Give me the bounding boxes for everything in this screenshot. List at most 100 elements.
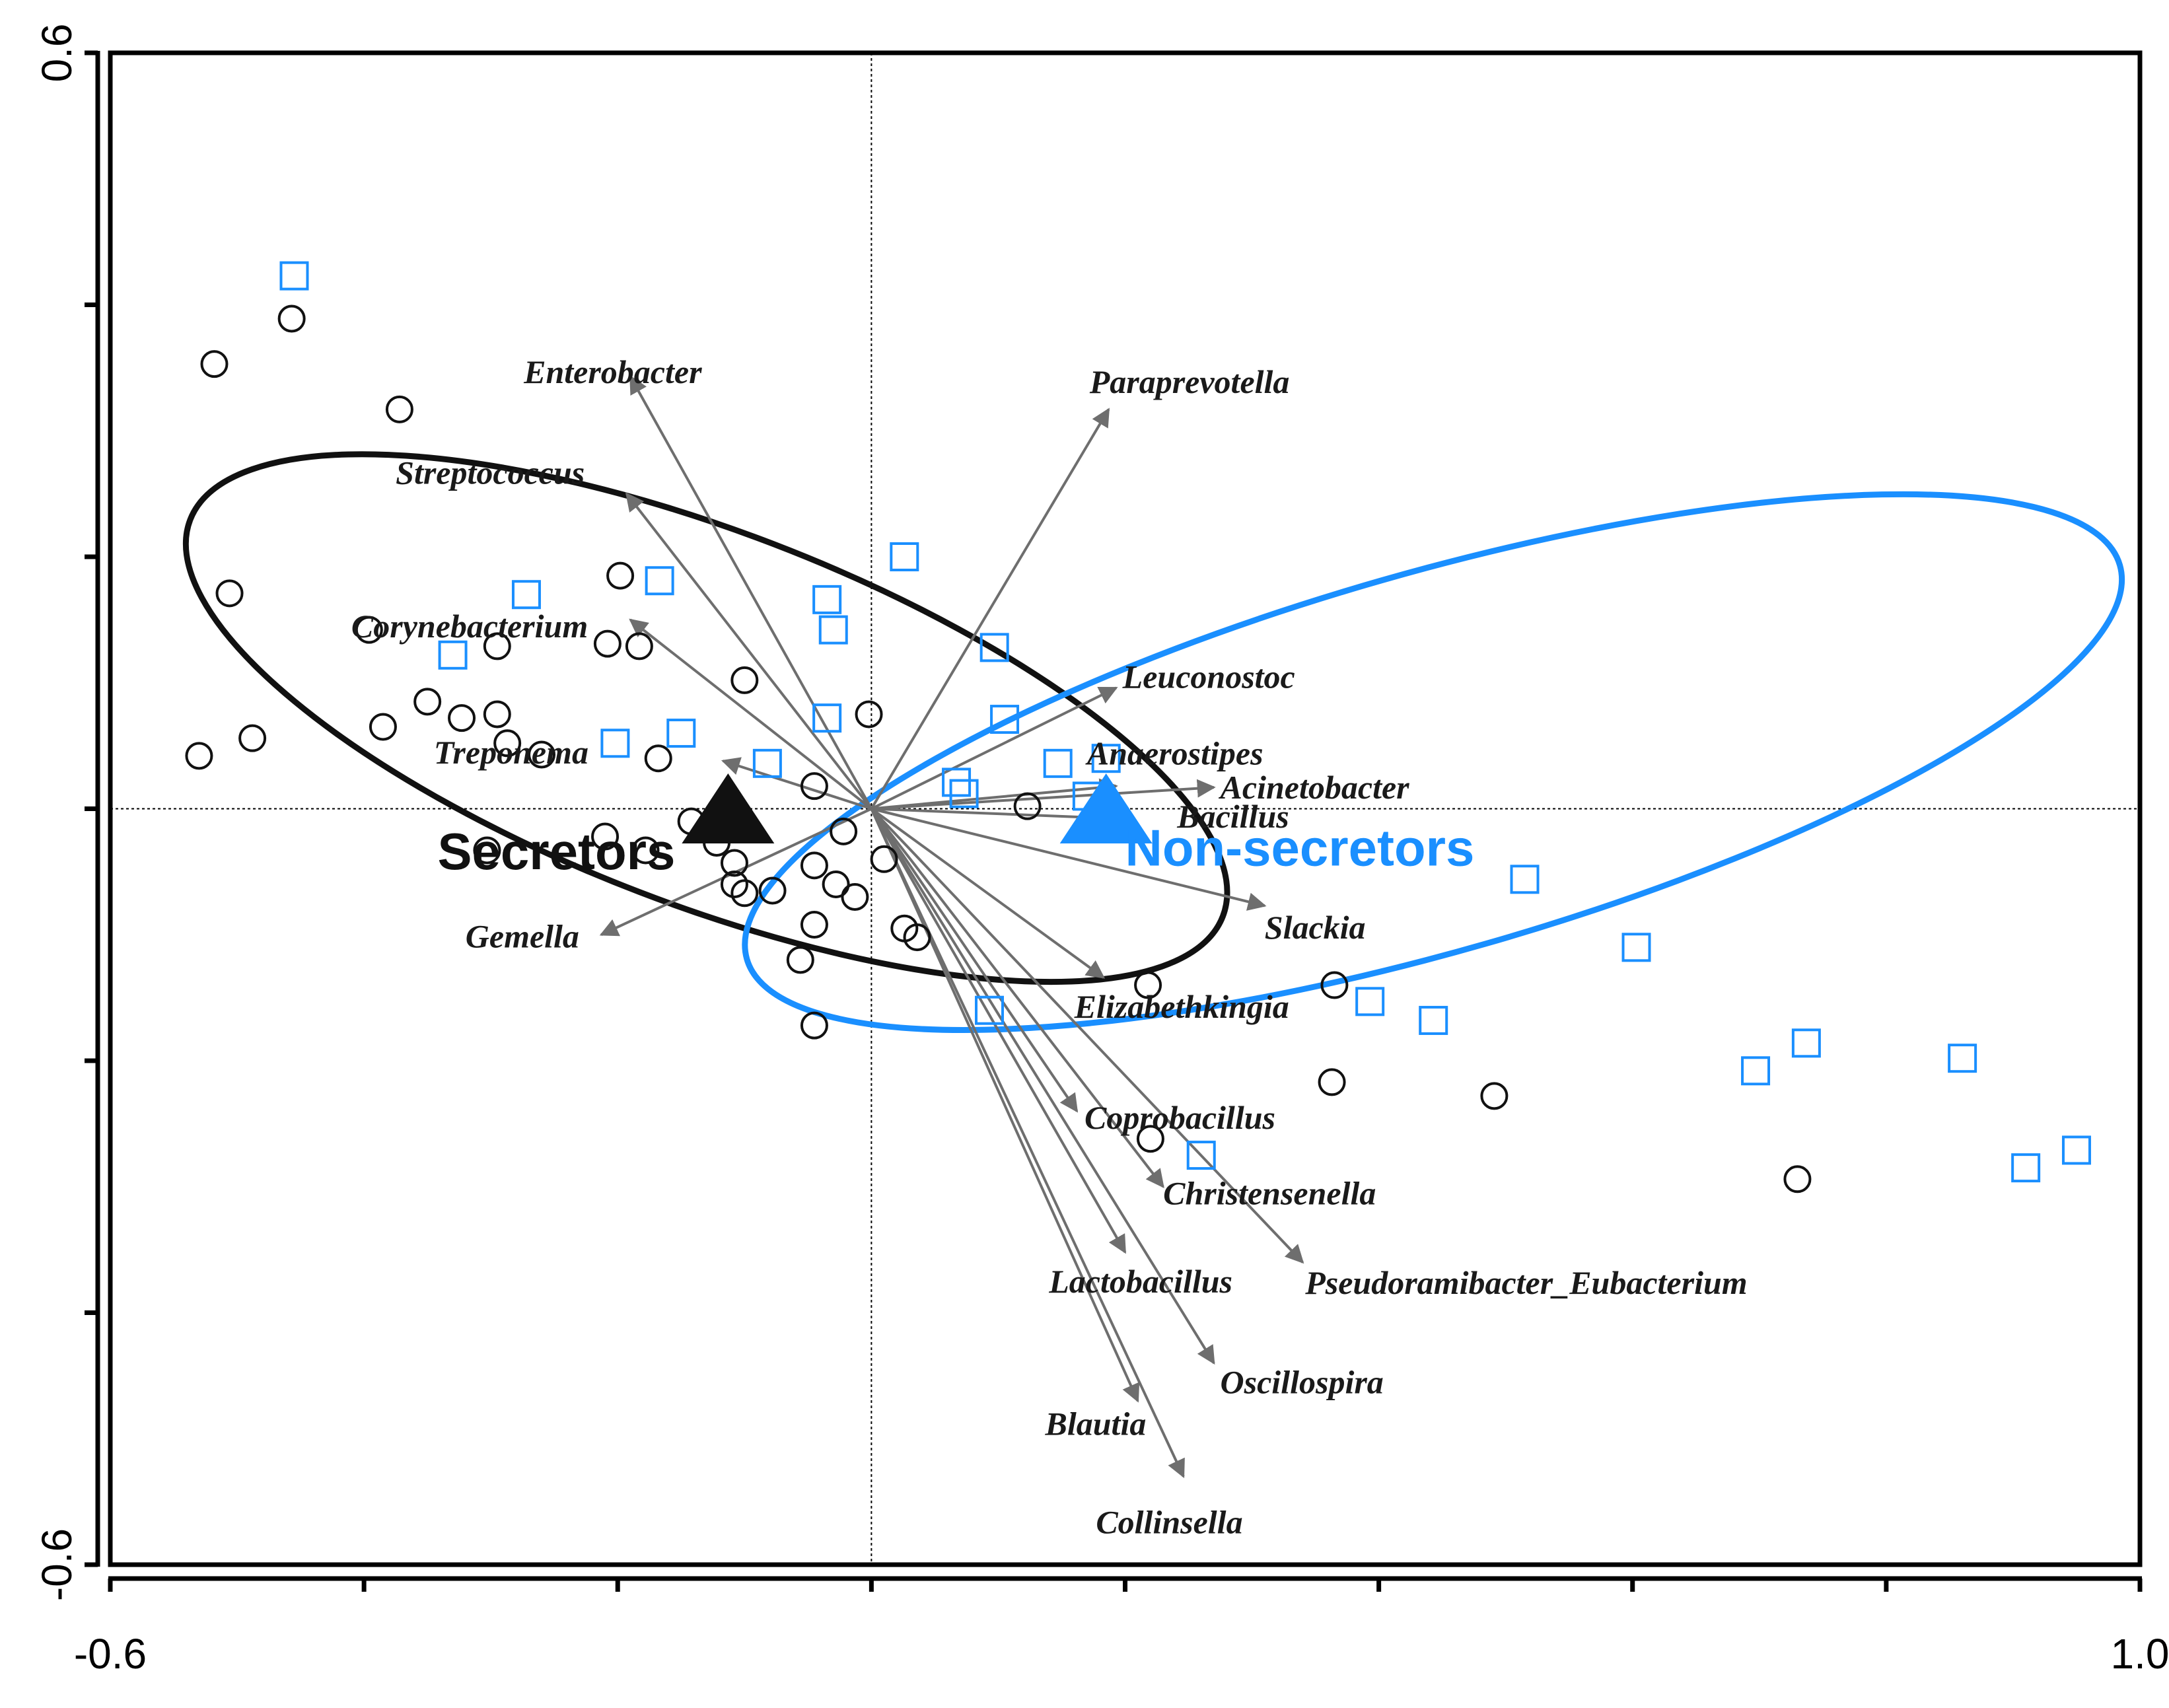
- non-secretors-sample-point: [890, 542, 919, 571]
- secretors-sample-point: [822, 870, 850, 898]
- secretors-sample-point: [841, 883, 869, 911]
- secretors-sample-point: [385, 395, 413, 423]
- secretors-sample-point: [1136, 1125, 1164, 1153]
- secretors-sample-point: [473, 836, 501, 865]
- secretors-sample-point: [215, 579, 244, 608]
- non-secretors-sample-point: [1791, 1028, 1821, 1058]
- secretors-sample-point: [730, 879, 759, 907]
- secretors-sample-point: [730, 666, 759, 694]
- secretors-label: Secretors: [438, 822, 676, 880]
- secretors-sample-point: [644, 744, 672, 773]
- species-label-bacillus: Bacillus: [1176, 798, 1289, 835]
- species-label-collinsella: Collinsella: [1096, 1503, 1242, 1540]
- secretors-sample-point: [1134, 971, 1162, 999]
- species-vectors: [599, 374, 1304, 1479]
- vector-oscillospira: [870, 808, 1215, 1365]
- secretors-sample-point: [720, 870, 748, 898]
- species-label-enterobacter: Enterobacter: [523, 353, 702, 390]
- vector-enterobacter: [629, 374, 873, 810]
- secretors-sample-point: [800, 910, 828, 939]
- plot-border: [108, 50, 2143, 1567]
- non-secretors-sample-point: [666, 719, 696, 748]
- secretors-sample-point: [758, 876, 787, 905]
- secretors-sample-point: [1320, 971, 1349, 999]
- vector-pseudoramibacter_eubacterium: [870, 808, 1304, 1264]
- non-secretors-sample-point: [2061, 1135, 2091, 1165]
- species-label-paraprevotella: Paraprevotella: [1089, 363, 1290, 400]
- vector-slackia: [871, 807, 1267, 911]
- non-secretors-sample-point: [511, 580, 541, 610]
- vector-treponema: [721, 757, 872, 810]
- non-secretors-sample-point: [812, 703, 842, 733]
- species-label-blautia: Blautia: [1045, 1406, 1147, 1442]
- axes: 0.6 -0.6 -0.6 1.0: [33, 24, 2169, 1678]
- non-secretors-ellipse: [742, 491, 2125, 1033]
- species-label-gemella: Gemella: [466, 917, 579, 954]
- non-secretors-sample-point: [818, 615, 848, 645]
- vector-collinsella: [870, 808, 1185, 1479]
- y-tick-label: -0.6: [33, 1528, 81, 1601]
- secretors-sample-point: [800, 1011, 828, 1040]
- species-label-oscillospira: Oscillospira: [1221, 1364, 1384, 1401]
- secretors-sample-point: [413, 688, 442, 716]
- secretors-sample-point: [1013, 792, 1042, 820]
- non-secretors-label: Non-secretors: [1125, 818, 1475, 876]
- secretors-sample-point: [483, 700, 511, 729]
- species-label-acinetobacter: Acinetobacter: [1219, 769, 1410, 806]
- non-secretors-sample-point: [949, 779, 979, 808]
- vector-coprobacillus: [870, 808, 1079, 1113]
- secretors-sample-point: [448, 704, 476, 732]
- secretors-sample-point: [830, 817, 858, 845]
- non-secretors-sample-point: [1043, 748, 1073, 778]
- species-label-anaerostipes: Anaerostipes: [1085, 735, 1263, 772]
- non-secretors-sample-point: [752, 748, 782, 778]
- vector-streptococcus: [625, 492, 872, 810]
- species-label-lactobacillus: Lactobacillus: [1048, 1263, 1232, 1300]
- vector-blautia: [870, 808, 1140, 1403]
- species-label-pseudoramibacter_eubacterium: Pseudoramibacter_Eubacterium: [1304, 1264, 1747, 1301]
- secretors-sample-point: [606, 561, 635, 590]
- non-secretors-sample-point: [1355, 987, 1385, 1016]
- vector-christensenella: [870, 808, 1164, 1188]
- group-ellipses: [182, 451, 2125, 1033]
- species-label-slackia: Slackia: [1265, 909, 1366, 946]
- non-secretors-sample-point: [600, 729, 630, 758]
- x-tick-label: -0.6: [74, 1630, 147, 1678]
- non-secretors-sample-point: [438, 640, 468, 670]
- non-secretors-sample-point: [979, 633, 1009, 662]
- vector-acinetobacter: [871, 779, 1216, 810]
- non-secretors-sample-point: [1621, 933, 1651, 962]
- group-labels: Secretors Non-secretors: [438, 818, 1475, 880]
- secretors-sample-point: [631, 836, 660, 865]
- secretors-centroid-marker: [682, 773, 775, 843]
- non-secretors-sample-point: [279, 261, 309, 291]
- species-label-christensenella: Christensenella: [1163, 1174, 1376, 1211]
- secretors-sample-point: [903, 923, 931, 952]
- secretors-sample-point: [200, 350, 229, 378]
- secretors-sample-point: [528, 740, 556, 769]
- species-labels: Enterobacter Paraprevotella Streptococcus C…: [351, 353, 1748, 1541]
- secretors-sample-point: [277, 304, 306, 333]
- non-secretors-sample-point: [1186, 1141, 1216, 1170]
- secretors-ellipse: [182, 451, 1230, 985]
- non-secretors-sample-point: [812, 585, 842, 614]
- secretors-sample-point: [870, 845, 898, 873]
- vector-lactobacillus: [870, 808, 1127, 1254]
- group-centroids: [682, 773, 1153, 843]
- non-secretors-sample-point: [1091, 744, 1121, 773]
- secretors-sample-point: [238, 724, 267, 752]
- secretors-sample-point: [1783, 1165, 1812, 1193]
- species-label-coprobacillus: Coprobacillus: [1084, 1099, 1275, 1136]
- vector-corynebacterium: [629, 618, 872, 810]
- y-tick-label: 0.6: [33, 24, 81, 83]
- secretors-sample-point: [369, 713, 397, 741]
- non-secretors-sample-point: [1419, 1005, 1448, 1035]
- non-secretors-sample-point: [2011, 1153, 2041, 1183]
- species-label-streptococcus: Streptococcus: [396, 454, 585, 491]
- secretors-sample-point: [1318, 1068, 1346, 1096]
- secretors-sample-point: [720, 849, 748, 877]
- plot-frame: [108, 50, 2143, 1567]
- vector-elizabethkingia: [871, 807, 1106, 979]
- x-tick-label: 1.0: [2111, 1630, 2169, 1678]
